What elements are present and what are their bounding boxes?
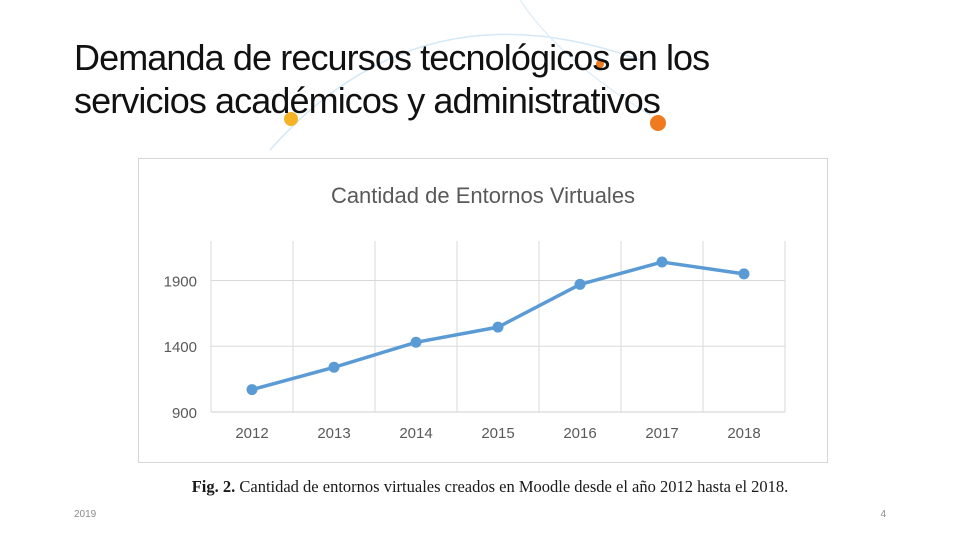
data-point: [410, 336, 422, 348]
x-tick-label: 2015: [481, 425, 514, 442]
x-tick-label: 2012: [235, 425, 268, 442]
x-tick-label: 2016: [563, 425, 596, 442]
x-tick-label: 2018: [727, 425, 760, 442]
data-point: [328, 361, 340, 373]
data-point: [738, 268, 750, 280]
chart-title: Cantidad de Entornos Virtuales: [331, 183, 635, 208]
slide-title: Demanda de recursos tecnológicos en los …: [74, 36, 934, 122]
slide-title-line-2: servicios académicos y administrativos: [74, 80, 661, 121]
page-number: 4: [880, 509, 886, 520]
chart-frame: Cantidad de Entornos Virtuales 900 1400 19…: [138, 158, 828, 463]
figure-caption-label: Fig. 2.: [191, 477, 236, 496]
line-chart: Cantidad de Entornos Virtuales 900 1400 19…: [164, 183, 786, 442]
footer-date: 2019: [74, 509, 97, 520]
data-point: [574, 278, 586, 290]
data-point: [246, 384, 258, 396]
figure-caption: Fig. 2. Cantidad de entornos virtuales c…: [120, 477, 860, 497]
x-tick-label: 2014: [399, 425, 432, 442]
figure-caption-text: Cantidad de entornos virtuales creados e…: [239, 477, 789, 496]
x-tick-label: 2013: [317, 425, 350, 442]
data-point: [656, 256, 668, 268]
x-tick-label: 2017: [645, 425, 678, 442]
y-tick-label: 1400: [164, 339, 197, 356]
y-tick-label: 900: [172, 405, 197, 422]
data-point: [492, 321, 504, 333]
slide-title-line-1: Demanda de recursos tecnológicos en los: [74, 37, 710, 78]
y-tick-label: 1900: [164, 273, 197, 290]
